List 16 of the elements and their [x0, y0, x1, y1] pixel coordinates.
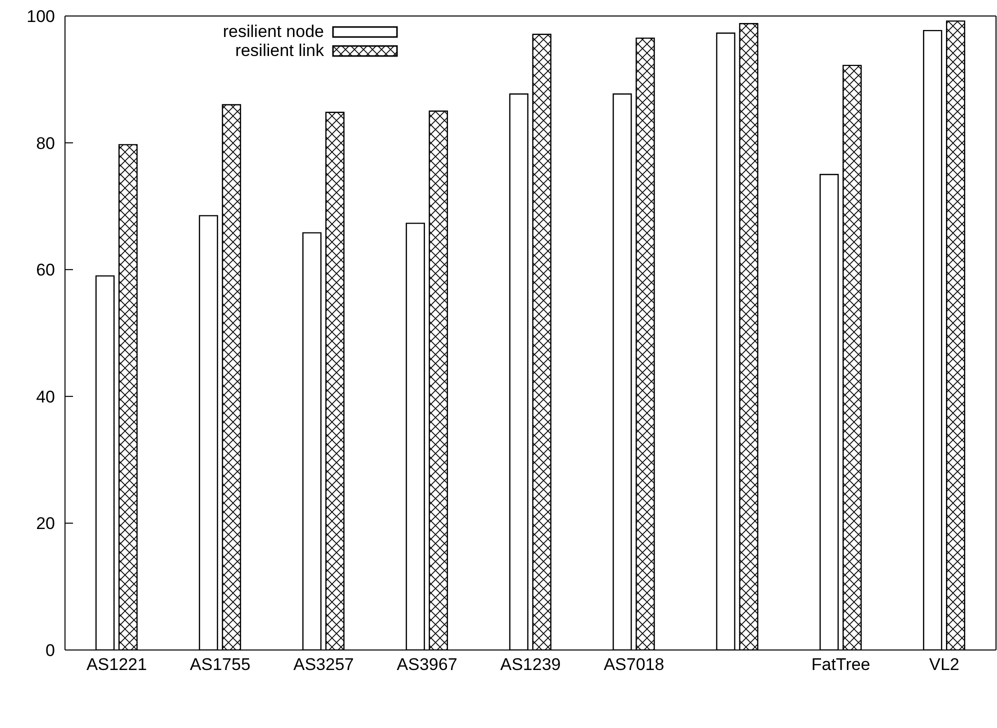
- x-tick-label: AS1755: [190, 655, 250, 674]
- x-tick-label: AS3967: [396, 655, 458, 674]
- y-tick-label: 100: [26, 7, 55, 26]
- y-tick-label: 0: [46, 641, 55, 660]
- x-tick-label: VL2: [929, 655, 960, 674]
- y-tick-label: 40: [36, 387, 55, 406]
- y-tick-label: 80: [36, 134, 55, 153]
- x-tick-label: AS1221: [86, 655, 147, 674]
- legend-label: resilient link: [235, 40, 324, 60]
- x-tick-label: FatTree: [811, 655, 870, 674]
- y-tick-label: 60: [36, 260, 55, 280]
- x-tick-label: AS1239: [500, 655, 561, 674]
- x-tick-label: AS3257: [293, 655, 354, 674]
- y-tick-label: 20: [36, 514, 55, 534]
- x-tick-label: AS7018: [604, 655, 664, 674]
- legend-label: resilient node: [222, 22, 324, 42]
